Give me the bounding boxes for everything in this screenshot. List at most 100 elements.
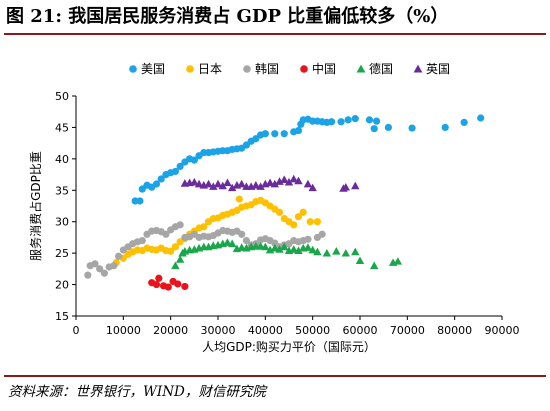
legend-item: 韩国 bbox=[243, 61, 279, 76]
data-point bbox=[313, 218, 321, 226]
data-point bbox=[176, 162, 184, 170]
data-point bbox=[290, 221, 298, 229]
data-point bbox=[441, 123, 449, 132]
data-point bbox=[294, 213, 303, 221]
y-tick-label: 25 bbox=[55, 247, 69, 260]
x-tick-label: 80000 bbox=[437, 324, 472, 337]
x-tick-label: 90000 bbox=[485, 324, 520, 337]
legend-marker bbox=[356, 64, 366, 73]
data-point bbox=[372, 117, 381, 125]
legend-item: 美国 bbox=[129, 62, 165, 76]
data-point bbox=[306, 218, 314, 226]
data-point bbox=[181, 282, 189, 291]
data-point bbox=[152, 280, 161, 289]
data-point bbox=[235, 195, 243, 203]
x-tick-label: 60000 bbox=[343, 324, 378, 337]
data-point bbox=[303, 243, 313, 251]
data-point bbox=[228, 183, 237, 192]
title-rule bbox=[4, 33, 546, 35]
data-point bbox=[370, 261, 379, 270]
data-point bbox=[355, 256, 365, 265]
data-point bbox=[256, 182, 265, 190]
data-point bbox=[138, 236, 146, 245]
data-point bbox=[280, 242, 289, 251]
data-point bbox=[393, 257, 403, 265]
legend-label: 德国 bbox=[369, 61, 393, 76]
data-point bbox=[308, 245, 317, 254]
data-point bbox=[194, 179, 204, 188]
data-point bbox=[294, 246, 303, 254]
legend-item: 中国 bbox=[300, 61, 336, 76]
y-tick-label: 15 bbox=[55, 310, 69, 323]
legend-item: 德国 bbox=[356, 61, 393, 76]
data-point bbox=[308, 183, 317, 192]
data-point bbox=[223, 178, 232, 187]
data-point bbox=[341, 182, 350, 191]
data-point bbox=[294, 126, 303, 135]
data-point bbox=[100, 269, 108, 277]
data-point bbox=[162, 230, 170, 238]
data-point bbox=[275, 245, 284, 253]
data-point bbox=[261, 242, 270, 251]
y-tick-label: 50 bbox=[55, 90, 69, 103]
series-英国 bbox=[180, 174, 360, 192]
data-point bbox=[237, 179, 246, 188]
legend-marker bbox=[300, 65, 308, 73]
data-point bbox=[96, 265, 104, 273]
data-point bbox=[460, 118, 468, 126]
legend-label: 美国 bbox=[141, 62, 165, 76]
data-point bbox=[271, 130, 279, 138]
series-日本 bbox=[112, 195, 321, 267]
data-point bbox=[115, 252, 123, 260]
legend-item: 日本 bbox=[186, 62, 222, 76]
legend-label: 英国 bbox=[426, 62, 450, 76]
data-point bbox=[313, 247, 322, 256]
y-axis-label: 服务消费占GDP比重 bbox=[28, 151, 43, 261]
data-point bbox=[270, 243, 279, 252]
data-point bbox=[176, 221, 184, 229]
figure-title: 图 21: 我国居民服务消费占 GDP 比重偏低较多（%） bbox=[6, 6, 449, 27]
data-point bbox=[344, 116, 352, 124]
data-point bbox=[251, 181, 261, 189]
data-point bbox=[157, 175, 165, 183]
x-tick-label: 10000 bbox=[106, 324, 141, 337]
data-point bbox=[91, 260, 99, 268]
legend: 美国 日本 韩国 中国 德国 英国 bbox=[129, 61, 450, 76]
legend-marker bbox=[186, 65, 194, 73]
data-point bbox=[280, 130, 288, 138]
data-point bbox=[171, 243, 179, 251]
data-point bbox=[303, 179, 313, 188]
chart-axes: 15 20 25 30 35 40 45 50 0 10000 20000 30000 40000 500… bbox=[55, 90, 520, 337]
data-point bbox=[351, 181, 360, 190]
data-point bbox=[190, 177, 199, 186]
series-德国 bbox=[171, 238, 403, 270]
data-point bbox=[261, 130, 269, 138]
data-point bbox=[164, 283, 172, 291]
data-point bbox=[322, 248, 332, 257]
data-point bbox=[341, 248, 350, 257]
y-tick-label: 35 bbox=[55, 184, 69, 197]
data-point bbox=[351, 115, 359, 123]
data-point bbox=[223, 238, 232, 246]
data-point bbox=[228, 239, 237, 248]
data-point bbox=[304, 235, 312, 243]
data-point bbox=[280, 175, 289, 183]
data-point bbox=[289, 245, 298, 253]
y-tick-label: 30 bbox=[55, 216, 69, 229]
data-point bbox=[242, 236, 250, 245]
data-point bbox=[384, 123, 392, 132]
legend-marker bbox=[243, 65, 251, 73]
data-point bbox=[238, 230, 246, 238]
series-中国 bbox=[148, 274, 189, 291]
y-tick-label: 40 bbox=[55, 153, 69, 166]
x-tick-label: 40000 bbox=[248, 324, 283, 337]
legend-marker bbox=[413, 64, 423, 73]
data-point bbox=[167, 247, 175, 255]
legend-label: 中国 bbox=[312, 61, 336, 76]
data-point bbox=[190, 156, 198, 164]
data-point bbox=[152, 180, 161, 188]
data-point bbox=[84, 271, 92, 279]
data-point bbox=[294, 176, 303, 185]
data-point bbox=[477, 114, 485, 122]
